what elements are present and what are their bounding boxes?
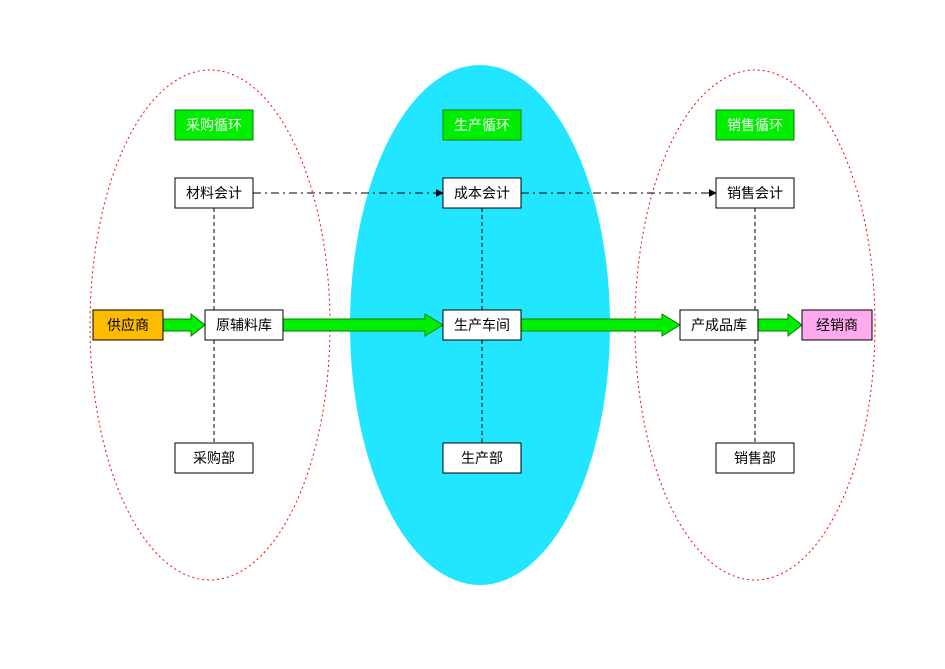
- material-accounting: 材料会计: [175, 178, 253, 208]
- cost-accounting: 成本会计: [443, 178, 521, 208]
- sales-dept: 销售部: [716, 443, 794, 473]
- cost-accounting-label: 成本会计: [454, 185, 510, 201]
- sales-accounting: 销售会计: [716, 178, 794, 208]
- production-dept-label: 生产部: [461, 450, 503, 466]
- distributor: 经销商: [802, 310, 872, 340]
- supplier: 供应商: [93, 310, 163, 340]
- procurement-dept-label: 采购部: [193, 450, 235, 466]
- procurement-dept: 采购部: [175, 443, 253, 473]
- distributor-label: 经销商: [816, 317, 858, 333]
- sales-dept-label: 销售部: [734, 450, 776, 466]
- header-procurement: 采购循环: [175, 110, 253, 140]
- header-sales: 销售循环: [716, 110, 794, 140]
- raw-material-stock-label: 原辅料库: [216, 317, 272, 333]
- production-dept: 生产部: [443, 443, 521, 473]
- workshop-label: 生产车间: [454, 317, 510, 333]
- arrow-fg-dist: [758, 314, 802, 336]
- finished-goods-label: 产成品库: [691, 317, 747, 333]
- arrow-supplier-raw: [163, 314, 205, 336]
- sales-accounting-label: 销售会计: [727, 185, 783, 201]
- diagram-canvas: 采购循环 生产循环 销售循环材料会计 成本会计 销售会计供应商 原辅料库 生产车间 产成品库 经…: [0, 0, 945, 669]
- material-accounting-label: 材料会计: [186, 185, 242, 201]
- header-procurement-label: 采购循环: [186, 117, 242, 133]
- header-sales-label: 销售循环: [727, 117, 783, 133]
- header-production-label: 生产循环: [454, 117, 510, 133]
- raw-material-stock: 原辅料库: [205, 310, 283, 340]
- header-production: 生产循环: [443, 110, 521, 140]
- supplier-label: 供应商: [107, 317, 149, 333]
- finished-goods: 产成品库: [680, 310, 758, 340]
- workshop: 生产车间: [443, 310, 521, 340]
